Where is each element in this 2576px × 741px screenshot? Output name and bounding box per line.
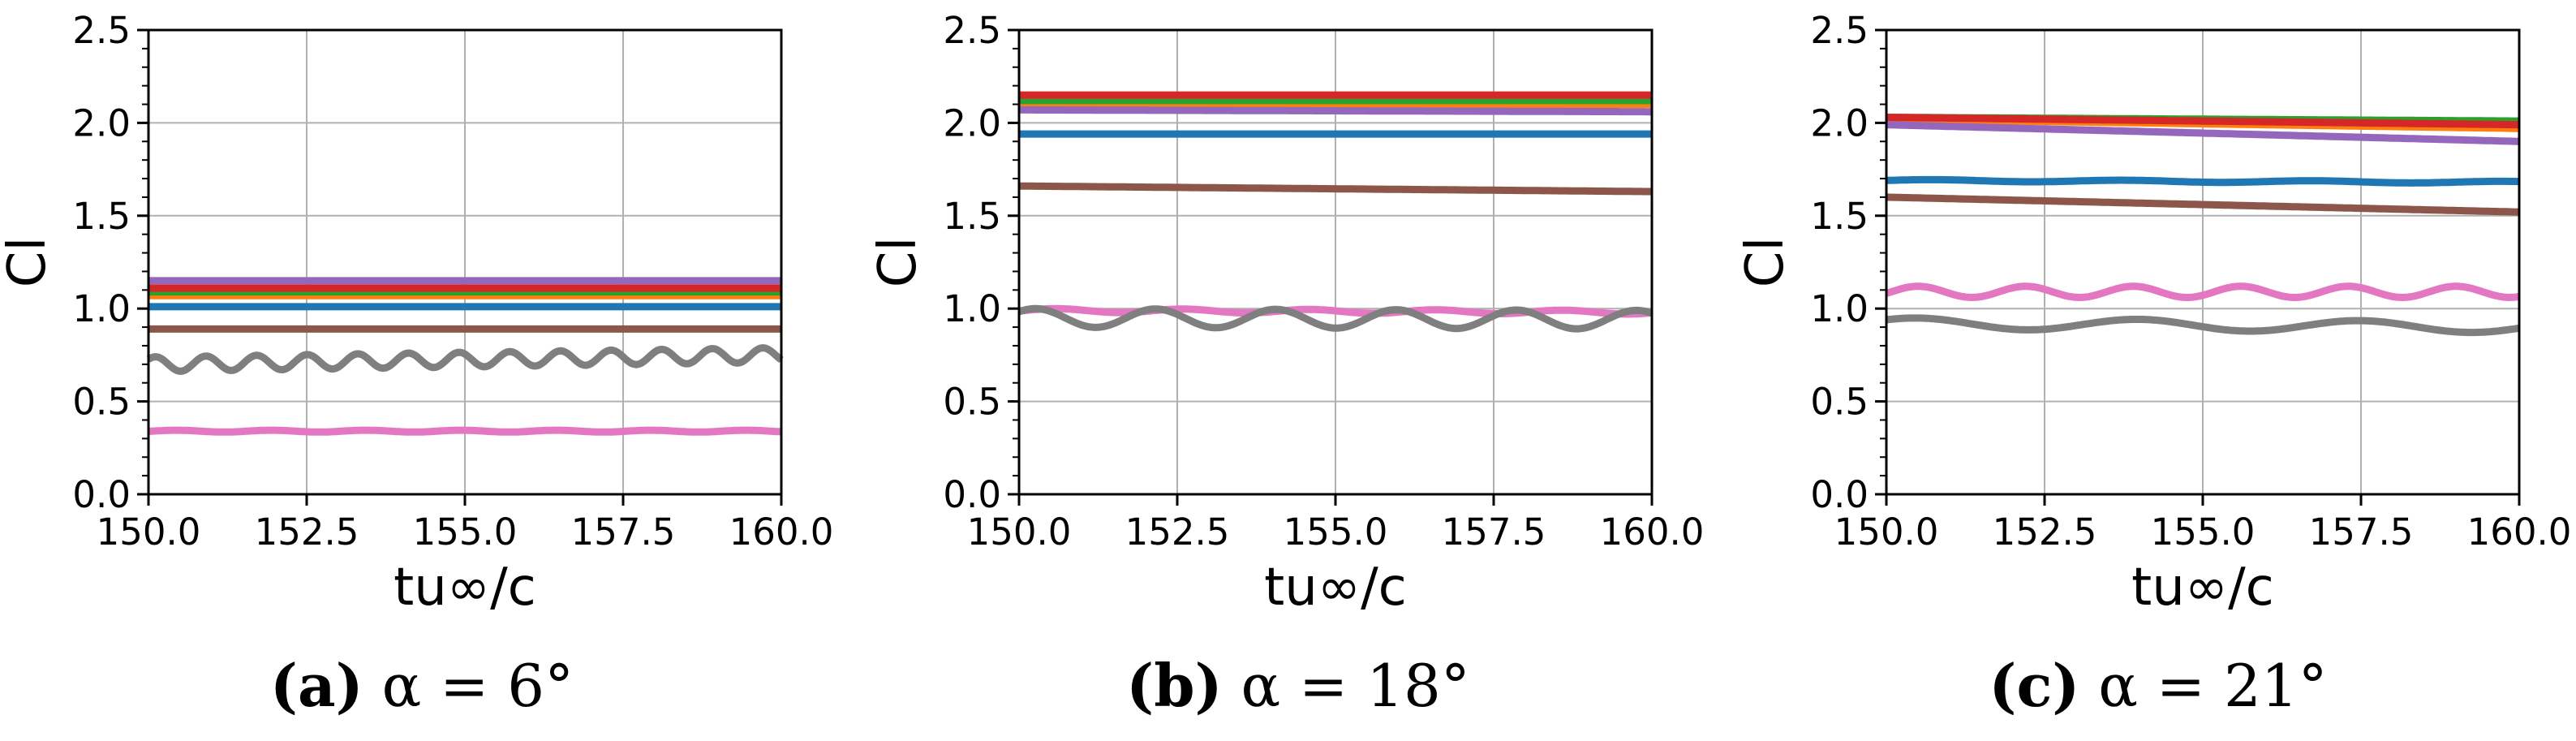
y-tick-label: 0.0 — [72, 473, 131, 516]
x-tick-label: 160.0 — [2467, 511, 2572, 554]
y-tick-label: 0.5 — [1810, 381, 1869, 424]
series-line-6 — [1017, 182, 1654, 196]
y-tick-label: 1.5 — [1810, 195, 1869, 238]
series-line-7 — [1885, 282, 2521, 301]
x-tick-label: 160.0 — [1600, 511, 1705, 554]
y-tick-label: 0.5 — [943, 381, 1001, 424]
series-line-7 — [1017, 304, 1654, 318]
series-line-4 — [1885, 114, 2521, 129]
series-line-6 — [1885, 193, 2521, 216]
x-tick-label: 155.0 — [1284, 511, 1388, 554]
caption-label: (a) — [270, 651, 363, 720]
x-tick-label: 155.0 — [413, 511, 518, 554]
subplot-3: 150.0 152.5 155.0 157.5 160.0 0.0 0.5 1.0 1.5 2.0… — [1735, 9, 2571, 720]
y-axis-label: Cl — [1735, 237, 1795, 287]
x-tick-label: 160.0 — [729, 511, 834, 554]
y-tick-label: 1.5 — [72, 195, 131, 238]
x-tick-label: 157.5 — [2309, 511, 2414, 554]
y-tick-label: 1.0 — [1810, 287, 1869, 330]
x-tick-label: 157.5 — [1442, 511, 1546, 554]
y-tick-label: 0.0 — [1810, 473, 1869, 516]
y-axis-label: Cl — [0, 237, 58, 287]
series-line-5 — [1017, 106, 1654, 116]
x-axis-label: tu∞/c — [2131, 558, 2274, 618]
y-tick-label: 1.0 — [943, 287, 1001, 330]
caption-text: α = 6° — [363, 652, 574, 720]
series-line-8 — [146, 344, 784, 375]
y-tick-label: 1.0 — [72, 287, 131, 330]
caption-text: α = 21° — [2079, 652, 2327, 720]
y-tick-label: 0.5 — [72, 381, 131, 424]
x-tick-label: 157.5 — [571, 511, 676, 554]
subplot-caption: (b) α = 18° — [1126, 651, 1470, 720]
x-tick-label: 152.5 — [1993, 511, 2097, 554]
y-axis-label: Cl — [868, 237, 928, 287]
y-tick-label: 2.5 — [1810, 9, 1869, 52]
series-line-1 — [1885, 175, 2521, 187]
subplot-caption: (c) α = 21° — [1989, 651, 2327, 720]
x-tick-label: 150.0 — [967, 511, 1072, 554]
series-line-8 — [1885, 314, 2521, 337]
series-line-8 — [1017, 304, 1654, 333]
y-tick-label: 0.0 — [943, 473, 1001, 516]
y-tick-label: 1.5 — [943, 195, 1001, 238]
x-tick-label: 152.5 — [255, 511, 359, 554]
x-tick-label: 155.0 — [2151, 511, 2256, 554]
x-tick-label: 150.0 — [1834, 511, 1939, 554]
x-axis-label: tu∞/c — [393, 558, 536, 618]
series-line-5 — [1885, 121, 2521, 145]
y-tick-label: 2.0 — [72, 101, 131, 144]
subplot-2: 150.0 152.5 155.0 157.5 160.0 0.0 0.5 1.0 1.5 2.0… — [868, 9, 1704, 720]
x-axis-label: tu∞/c — [1264, 558, 1407, 618]
y-tick-label: 2.5 — [72, 9, 131, 52]
x-tick-label: 150.0 — [97, 511, 201, 554]
subplot-1: 150.0 152.5 155.0 157.5 160.0 0.0 0.5 1.0 1.5 2.0… — [0, 9, 833, 720]
y-tick-label: 2.5 — [943, 9, 1001, 52]
caption-label: (b) — [1126, 651, 1222, 720]
subplot-caption: (a) α = 6° — [270, 651, 574, 720]
y-tick-label: 2.0 — [943, 101, 1001, 144]
caption-text: α = 18° — [1223, 652, 1470, 720]
y-tick-label: 2.0 — [1810, 101, 1869, 144]
x-tick-label: 152.5 — [1125, 511, 1230, 554]
series-line-7 — [147, 426, 783, 436]
caption-label: (c) — [1989, 651, 2079, 720]
